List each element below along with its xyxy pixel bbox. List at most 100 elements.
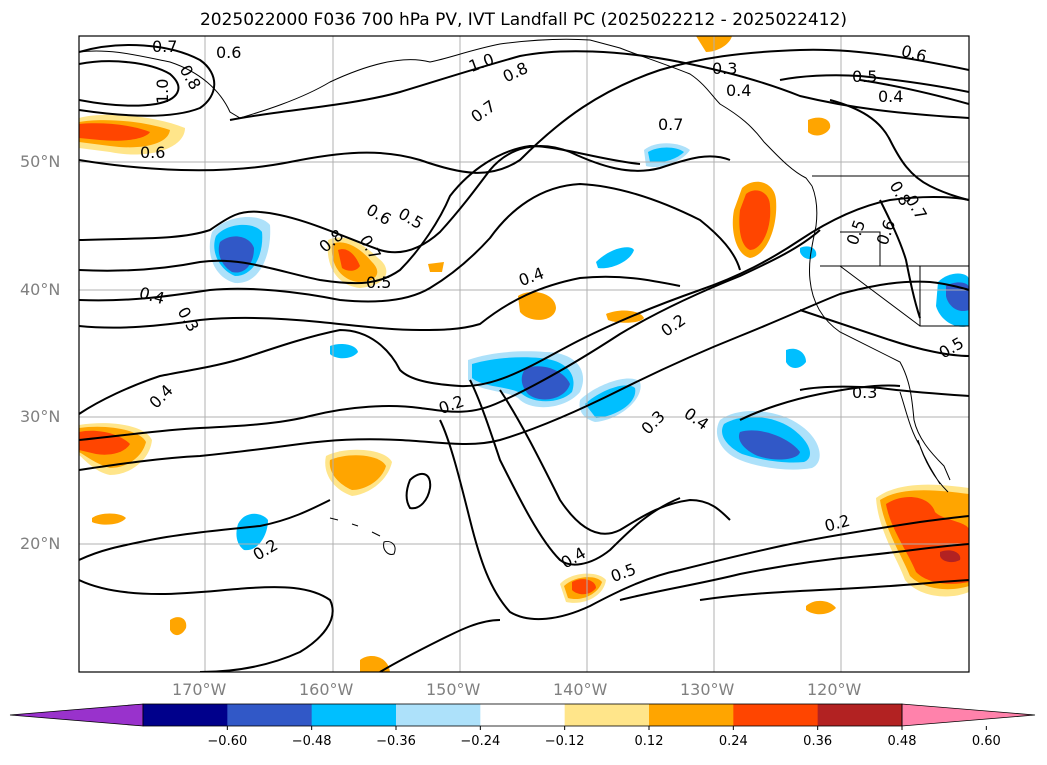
lat-label-20n: 20°N xyxy=(20,534,61,553)
pacific-northwest-coastline xyxy=(809,185,951,481)
pv-contour xyxy=(79,499,331,561)
lon-label-150w: 150°W xyxy=(426,680,481,699)
colorbar-tick-label: 0.24 xyxy=(718,734,748,749)
lon-label-120w: 120°W xyxy=(807,680,862,699)
contour-label: 0.2 xyxy=(822,511,852,536)
pv-contour xyxy=(499,389,731,535)
pv-negative-blob xyxy=(596,247,634,269)
colorbar-segment xyxy=(143,704,228,726)
pv-negative-blob xyxy=(786,348,806,368)
colorbar-tick-label: 0.36 xyxy=(803,734,833,749)
pv-contour xyxy=(439,419,969,621)
colorbar-outline xyxy=(142,703,903,727)
pv-contour xyxy=(405,472,432,510)
pv-positive-blob xyxy=(360,656,390,672)
contour-label: 0.6 xyxy=(363,200,395,229)
colorbar-arrow-high xyxy=(901,703,1036,727)
pv-contour xyxy=(79,182,741,303)
map-gridlines xyxy=(79,36,969,672)
coastline-layer xyxy=(79,38,969,555)
pv-positive-blob xyxy=(518,292,556,320)
pv-contour xyxy=(79,196,969,415)
colorbar-segment xyxy=(564,704,650,726)
lat-label-40n: 40°N xyxy=(20,280,61,299)
baja-california xyxy=(899,391,949,493)
pv-negative-blob xyxy=(521,366,570,400)
map-title: 2025022000 F036 700 hPa PV, IVT Landfall… xyxy=(199,10,847,30)
colorbar-tick-label: −0.12 xyxy=(544,734,585,749)
hawaii-island xyxy=(329,517,396,555)
pv-negative-blob xyxy=(800,246,817,259)
pv-anomaly-fill-layer xyxy=(79,36,969,672)
pv-positive-blob xyxy=(338,249,360,271)
map-frame xyxy=(78,35,970,673)
contour-label: 0.4 xyxy=(878,87,903,106)
contour-label: 1.0 xyxy=(466,49,496,76)
colorbar-segment xyxy=(817,704,903,726)
pv-contour xyxy=(829,99,969,201)
colorbar-segment xyxy=(396,704,481,726)
contour-label: 0.5 xyxy=(936,333,968,362)
contour-label: 0.3 xyxy=(174,304,203,336)
pv-contour xyxy=(79,275,681,332)
colorbar-tick-label: −0.48 xyxy=(291,734,332,749)
pv-negative-blob xyxy=(585,385,636,418)
state-border xyxy=(839,231,921,327)
pv-contour xyxy=(79,144,641,285)
colorbar-tick-label: −0.60 xyxy=(207,734,248,749)
contour-label: 0.7 xyxy=(152,37,177,56)
lon-label-130w: 130°W xyxy=(680,680,735,699)
colorbar-tick-label: 0.48 xyxy=(887,734,917,749)
colorbar xyxy=(9,703,1036,730)
pv-contour xyxy=(79,229,821,441)
contour-label: 0.8 xyxy=(500,58,531,86)
pv-contour xyxy=(879,199,921,319)
pv-negative-blob xyxy=(648,147,684,163)
contour-label: 0.2 xyxy=(657,310,689,340)
contour-label: 0.3 xyxy=(852,383,877,402)
lat-label-50n: 50°N xyxy=(20,152,61,171)
pv-contour xyxy=(859,79,969,105)
contour-label: 0.5 xyxy=(843,217,870,247)
contour-label: 0.7 xyxy=(658,115,683,134)
colorbar-tick-label: 0.60 xyxy=(971,734,1001,749)
pv-positive-blob xyxy=(940,550,961,563)
pv-contour xyxy=(229,50,969,121)
pv-positive-blob xyxy=(739,190,771,250)
contour-label: 0.4 xyxy=(558,543,590,572)
pv-contour-layer xyxy=(79,44,969,672)
pv-contour xyxy=(79,280,969,471)
colorbar-tick-label: −0.36 xyxy=(376,734,416,749)
pv-positive-blob xyxy=(606,310,644,323)
contour-label: 0.6 xyxy=(873,217,900,247)
pv-positive-blob xyxy=(806,600,836,615)
pv-negative-blob xyxy=(738,430,800,460)
pv-contour xyxy=(799,309,969,357)
alaska-coastline xyxy=(79,38,813,187)
contour-label: 0.4 xyxy=(137,283,167,308)
pv-contour xyxy=(739,384,901,421)
pv-positive-blob xyxy=(92,513,126,525)
colorbar-segment xyxy=(227,704,313,726)
pv-contour xyxy=(619,543,969,601)
contour-label: 0.2 xyxy=(436,391,466,418)
pv-positive-blob xyxy=(329,455,386,490)
contour-label: 0.6 xyxy=(140,143,165,162)
contour-label: 0.6 xyxy=(216,43,241,62)
pv-contour xyxy=(79,44,216,117)
contour-label: 0.4 xyxy=(516,263,546,290)
pv-positive-blob xyxy=(79,123,150,141)
contour-label: 0.8 xyxy=(176,62,205,94)
pv-negative-blob xyxy=(236,513,268,551)
pv-contour xyxy=(79,579,334,672)
pv-contour xyxy=(79,48,969,174)
pv-positive-blob xyxy=(428,262,444,272)
colorbar-segment xyxy=(311,704,397,726)
contour-label: 0.5 xyxy=(608,559,638,586)
pv-contour xyxy=(779,74,969,93)
contour-label: 0.4 xyxy=(726,81,751,100)
contour-label: 0.3 xyxy=(637,407,668,438)
contour-label: 0.4 xyxy=(145,381,176,412)
pv-positive-blob xyxy=(808,117,831,136)
